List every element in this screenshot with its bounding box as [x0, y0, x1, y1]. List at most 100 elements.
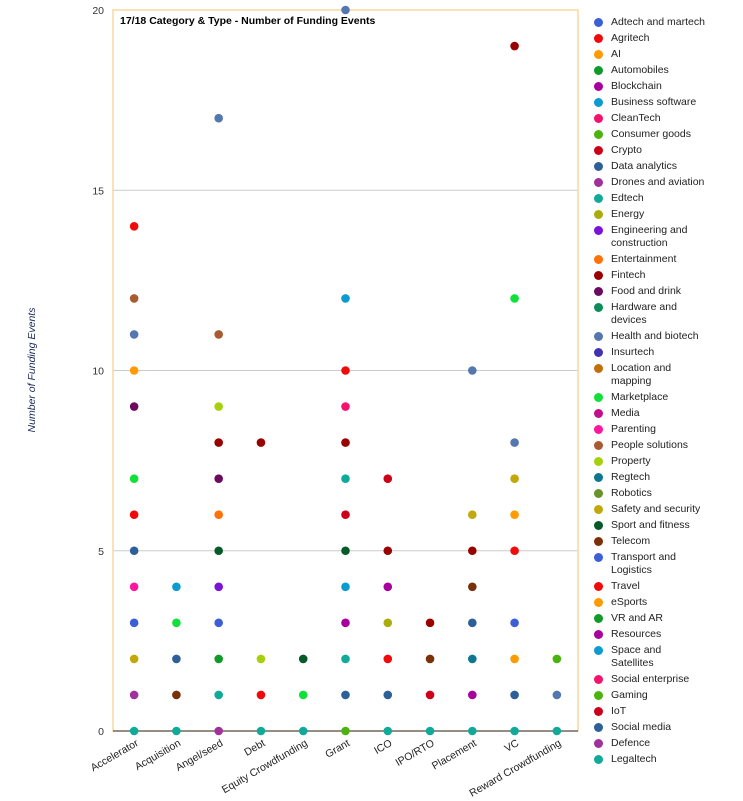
data-point[interactable]: [214, 113, 223, 123]
data-point[interactable]: [468, 582, 477, 592]
data-point[interactable]: [341, 474, 350, 483]
legend-item[interactable]: Engineering and construction: [592, 222, 742, 251]
data-point[interactable]: [468, 366, 477, 375]
data-point[interactable]: [341, 546, 350, 556]
data-point[interactable]: [468, 510, 477, 519]
data-point[interactable]: [129, 582, 139, 592]
data-point[interactable]: [510, 690, 519, 700]
data-point[interactable]: [298, 690, 308, 700]
data-point[interactable]: [341, 402, 350, 411]
data-point[interactable]: [172, 582, 181, 592]
legend-item[interactable]: Gaming: [592, 687, 742, 703]
legend-item[interactable]: Food and drink: [592, 283, 742, 299]
data-point[interactable]: [341, 582, 350, 592]
data-point[interactable]: [129, 330, 139, 339]
legend-item[interactable]: Sport and fitness: [592, 517, 742, 533]
data-point[interactable]: [129, 690, 139, 700]
legend-item[interactable]: Safety and security: [592, 501, 742, 517]
data-point[interactable]: [552, 690, 562, 700]
legend-item[interactable]: Transport and Logistics: [592, 549, 742, 578]
data-point[interactable]: [214, 510, 223, 519]
data-point[interactable]: [510, 618, 519, 628]
data-point[interactable]: [341, 294, 350, 303]
data-point[interactable]: [468, 618, 477, 628]
data-point[interactable]: [172, 690, 181, 700]
data-point[interactable]: [468, 546, 477, 556]
legend-item[interactable]: Fintech: [592, 267, 742, 283]
data-point[interactable]: [298, 654, 308, 664]
data-point[interactable]: [214, 690, 223, 700]
data-point[interactable]: [383, 726, 393, 736]
data-point[interactable]: [214, 330, 223, 339]
legend-item[interactable]: Space and Satellites: [592, 642, 742, 671]
legend-item[interactable]: Agritech: [592, 30, 742, 46]
data-point[interactable]: [552, 726, 562, 736]
data-point[interactable]: [341, 726, 350, 736]
data-point[interactable]: [468, 654, 477, 664]
data-point[interactable]: [510, 546, 519, 556]
legend-item[interactable]: Defence: [592, 735, 742, 751]
legend-item[interactable]: Insurtech: [592, 344, 742, 360]
data-point[interactable]: [129, 510, 139, 519]
legend-item[interactable]: Blockchain: [592, 78, 742, 94]
legend-item[interactable]: Energy: [592, 206, 742, 222]
legend-item[interactable]: Media: [592, 405, 742, 421]
legend-item[interactable]: Social media: [592, 719, 742, 735]
data-point[interactable]: [129, 726, 139, 736]
data-point[interactable]: [510, 510, 519, 519]
data-point[interactable]: [129, 366, 139, 375]
legend-item[interactable]: Resources: [592, 626, 742, 642]
data-point[interactable]: [214, 582, 223, 592]
legend-item[interactable]: Marketplace: [592, 389, 742, 405]
data-point[interactable]: [510, 654, 519, 664]
legend-item[interactable]: Data analytics: [592, 158, 742, 174]
legend-item[interactable]: Automobiles: [592, 62, 742, 78]
data-point[interactable]: [341, 618, 350, 628]
data-point[interactable]: [425, 690, 435, 700]
legend-item[interactable]: Hardware and devices: [592, 299, 742, 328]
data-point[interactable]: [256, 438, 266, 447]
legend-item[interactable]: IoT: [592, 703, 742, 719]
legend-item[interactable]: CleanTech: [592, 110, 742, 126]
legend-item[interactable]: Edtech: [592, 190, 742, 206]
legend-item[interactable]: Location and mapping: [592, 360, 742, 389]
legend-item[interactable]: Property: [592, 453, 742, 469]
legend-item[interactable]: Telecom: [592, 533, 742, 549]
data-point[interactable]: [552, 654, 562, 664]
data-point[interactable]: [129, 402, 139, 411]
data-point[interactable]: [383, 582, 393, 592]
data-point[interactable]: [341, 690, 350, 700]
legend-item[interactable]: Regtech: [592, 469, 742, 485]
data-point[interactable]: [341, 654, 350, 664]
data-point[interactable]: [341, 366, 350, 375]
data-point[interactable]: [129, 222, 139, 231]
legend-item[interactable]: Robotics: [592, 485, 742, 501]
data-point[interactable]: [510, 726, 519, 736]
data-point[interactable]: [129, 474, 139, 483]
data-point[interactable]: [129, 618, 139, 628]
legend-item[interactable]: Crypto: [592, 142, 742, 158]
data-point[interactable]: [172, 618, 181, 628]
legend-item[interactable]: VR and AR: [592, 610, 742, 626]
legend-item[interactable]: People solutions: [592, 437, 742, 453]
data-point[interactable]: [510, 438, 519, 447]
legend-item[interactable]: Health and biotech: [592, 328, 742, 344]
data-point[interactable]: [383, 654, 393, 664]
data-point[interactable]: [214, 726, 223, 736]
data-point[interactable]: [256, 654, 266, 664]
data-point[interactable]: [256, 690, 266, 700]
legend-item[interactable]: eSports: [592, 594, 742, 610]
data-point[interactable]: [510, 41, 519, 51]
data-point[interactable]: [214, 546, 223, 556]
data-point[interactable]: [214, 654, 223, 664]
data-point[interactable]: [298, 726, 308, 736]
data-point[interactable]: [510, 294, 519, 303]
data-point[interactable]: [129, 654, 139, 664]
data-point[interactable]: [341, 438, 350, 447]
legend-item[interactable]: Social enterprise: [592, 671, 742, 687]
data-point[interactable]: [129, 546, 139, 556]
data-point[interactable]: [383, 618, 393, 628]
legend-item[interactable]: Travel: [592, 578, 742, 594]
legend-item[interactable]: AI: [592, 46, 742, 62]
data-point[interactable]: [468, 690, 477, 700]
